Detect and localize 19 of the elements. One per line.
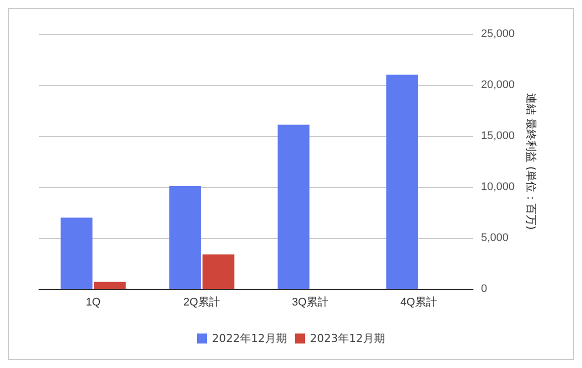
y-tick-label: 25,000 bbox=[481, 28, 515, 40]
x-tick-label: 1Q bbox=[86, 296, 102, 308]
y-tick-label: 0 bbox=[481, 283, 488, 295]
x-tick-label: 2Q累計 bbox=[183, 296, 220, 308]
y-tick-label: 10,000 bbox=[481, 181, 515, 193]
legend-label: 2022年12月期 bbox=[212, 332, 288, 345]
bar bbox=[60, 218, 92, 289]
y-tick-label: 5,000 bbox=[481, 232, 509, 244]
y-tick-label: 20,000 bbox=[481, 79, 515, 91]
x-tick-label: 3Q累計 bbox=[292, 296, 329, 308]
legend-label: 2023年12月期 bbox=[310, 332, 385, 345]
bar bbox=[386, 74, 418, 289]
bar bbox=[94, 282, 126, 289]
y-axis-title: 連結 最終利益 (単位：百万) bbox=[524, 93, 538, 230]
bar bbox=[278, 124, 310, 289]
x-tick-label: 4Q累計 bbox=[400, 296, 438, 308]
bar bbox=[169, 186, 201, 289]
y-tick-label: 15,000 bbox=[481, 130, 515, 142]
bar bbox=[202, 254, 234, 289]
